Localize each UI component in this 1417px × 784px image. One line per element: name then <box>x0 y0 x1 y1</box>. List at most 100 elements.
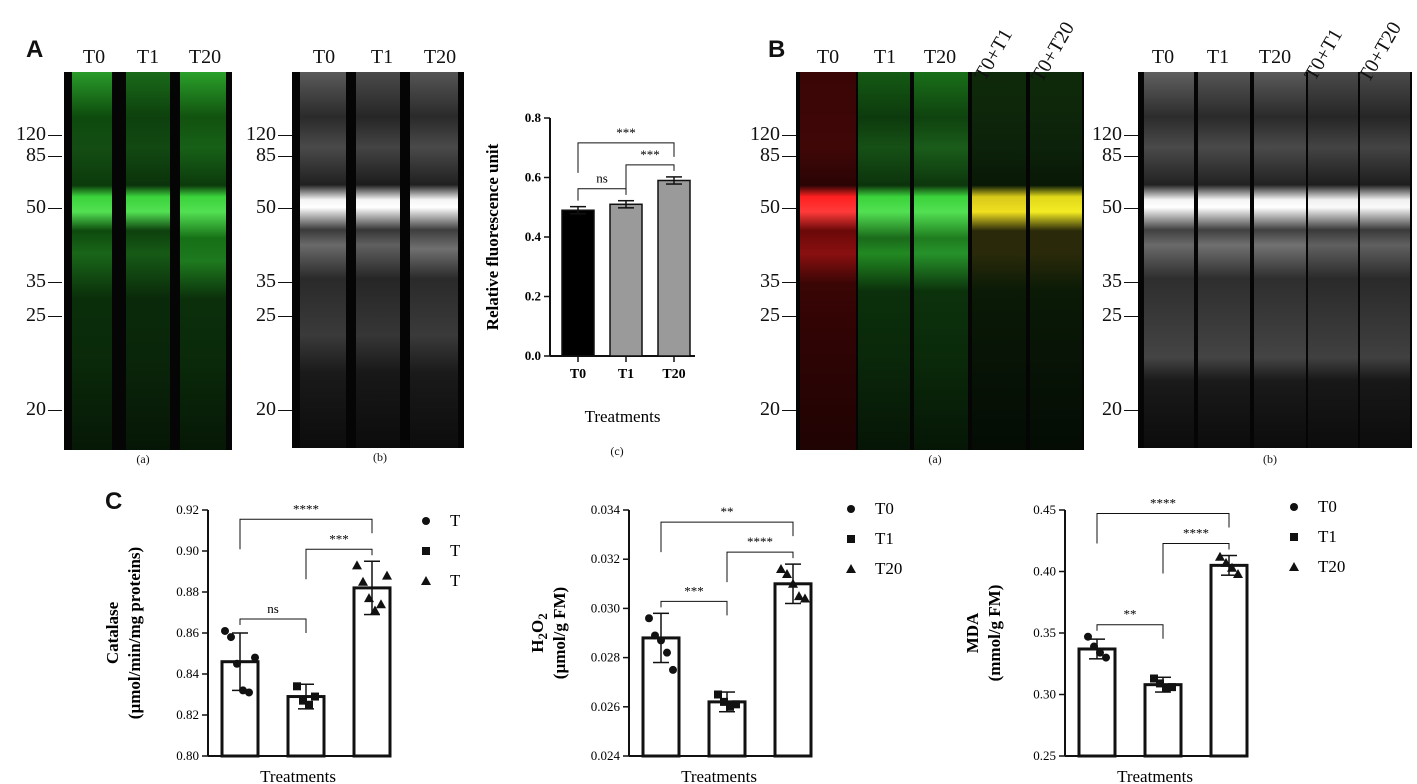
data-point <box>847 535 855 543</box>
y-tick-label: 0.80 <box>176 748 199 763</box>
mw-marker-label: 85 <box>760 144 780 166</box>
gel-a1-lane-label: T1 <box>136 46 160 68</box>
data-point <box>1290 533 1298 541</box>
y-tick-label: 0.25 <box>1033 748 1056 763</box>
mw-marker-tick <box>782 156 796 157</box>
data-point <box>1102 653 1110 662</box>
legend-label: T20 <box>1318 557 1345 576</box>
y-axis-label-group: MDA (mmol/g FM) <box>963 585 1004 682</box>
mw-marker-tick <box>48 410 62 411</box>
y-axis-label: Catalase <box>103 601 122 664</box>
y-axis-label: Relative fluorescence unit <box>483 143 502 330</box>
data-point <box>382 570 392 580</box>
y-tick-label: 0.030 <box>591 600 620 615</box>
legend-label: T0 <box>875 499 894 518</box>
significance-bracket <box>1096 513 1230 544</box>
significance-bracket <box>660 600 728 616</box>
data-point <box>1290 503 1298 511</box>
data-point <box>1150 674 1158 683</box>
mw-marker-label: 35 <box>256 270 276 292</box>
y-tick-label: 0.8 <box>525 110 542 125</box>
mw-marker-tick <box>782 410 796 411</box>
catalase-bar-chart: 0.800.820.840.860.880.900.92ns*******Tre… <box>103 501 460 784</box>
gel-a2-lane-label: T1 <box>370 46 394 68</box>
data-point <box>800 593 810 603</box>
mw-marker-label: 50 <box>26 196 46 218</box>
lane-label: T20 <box>1258 46 1292 68</box>
data-point <box>714 690 722 699</box>
data-point <box>245 688 253 697</box>
mw-marker-tick <box>1124 410 1138 411</box>
data-point <box>293 682 301 691</box>
data-point <box>370 605 380 615</box>
significance-label: ** <box>1124 607 1137 622</box>
mw-marker-label: 120 <box>16 123 46 145</box>
bar <box>1077 647 1117 758</box>
mw-marker-tick <box>1124 208 1138 209</box>
data-point <box>1168 683 1176 692</box>
data-point <box>651 631 659 640</box>
mw-marker-label: 20 <box>256 398 276 420</box>
y-tick-label: 0.034 <box>591 502 621 517</box>
significance-bracket <box>239 518 373 550</box>
legend-label: T20 <box>875 559 902 578</box>
bar <box>352 586 392 758</box>
data-point <box>376 599 386 609</box>
legend-label: T1 <box>875 529 894 548</box>
lane-label: T1 <box>1206 46 1230 68</box>
data-point <box>239 686 247 695</box>
gel-a2-sublabel: (b) <box>373 450 387 464</box>
y-tick-label: 0.45 <box>1033 502 1056 517</box>
bar <box>561 209 595 357</box>
mw-marker-tick <box>782 208 796 209</box>
bar <box>1143 683 1183 758</box>
y-tick-label: 0.0 <box>525 348 541 363</box>
data-point <box>305 700 313 709</box>
mw-marker-label: 85 <box>26 144 46 166</box>
x-axis-label: Treatments <box>681 767 757 784</box>
mw-marker-label: 35 <box>760 270 780 292</box>
significance-bracket <box>239 618 307 633</box>
mw-marker-tick <box>278 135 292 136</box>
significance-label: *** <box>329 531 349 546</box>
mw-marker-tick <box>278 156 292 157</box>
gel-b-total-protein <box>292 72 464 448</box>
x-axis-label: Treatments <box>260 767 336 784</box>
x-tick-label: T20 <box>662 367 685 382</box>
data-point <box>1233 568 1243 578</box>
y-tick-label: 0.88 <box>176 584 199 599</box>
data-point <box>1096 648 1104 657</box>
x-axis-label: Treatments <box>1117 767 1193 784</box>
data-point <box>776 564 786 574</box>
data-point <box>1084 632 1092 641</box>
fluorescence-bar-chart: 0.0 0.2 0.4 0.6 0.8 T0 T1 T20 ns *** *** Treatments… <box>483 110 695 426</box>
y-axis-label-unit: (mmol/g FM) <box>985 585 1004 682</box>
data-point <box>1289 562 1299 571</box>
significance-bracket <box>1096 624 1164 639</box>
mw-marker-tick <box>278 208 292 209</box>
data-point <box>221 626 229 635</box>
data-point <box>1227 562 1237 572</box>
mw-marker-label: 25 <box>26 304 46 326</box>
data-point <box>311 692 319 701</box>
significance-label: ns <box>267 601 279 616</box>
lane-label: T1 <box>873 46 897 68</box>
significance-label: **** <box>1183 526 1209 541</box>
y-axis-label-group: H2O2 (µmol/g FM) <box>528 587 569 679</box>
y-axis-label-group: Relative fluorescence unit <box>483 143 502 330</box>
lane-label: T0 <box>1151 46 1175 68</box>
significance-bracket <box>625 164 675 195</box>
data-point <box>422 517 430 525</box>
significance-bracket <box>726 551 794 583</box>
mw-marker-tick <box>48 208 62 209</box>
data-point <box>794 591 804 601</box>
y-tick-label: 0.032 <box>591 551 620 566</box>
data-point <box>846 564 856 573</box>
y-tick-label: 0.40 <box>1033 564 1056 579</box>
gel-b1-sublabel: (a) <box>928 452 942 466</box>
data-point <box>726 702 734 711</box>
significance-bracket <box>577 188 627 201</box>
mw-marker-label: 50 <box>256 196 276 218</box>
x-axis-label: Treatments <box>585 407 661 426</box>
significance-label: *** <box>640 147 660 162</box>
